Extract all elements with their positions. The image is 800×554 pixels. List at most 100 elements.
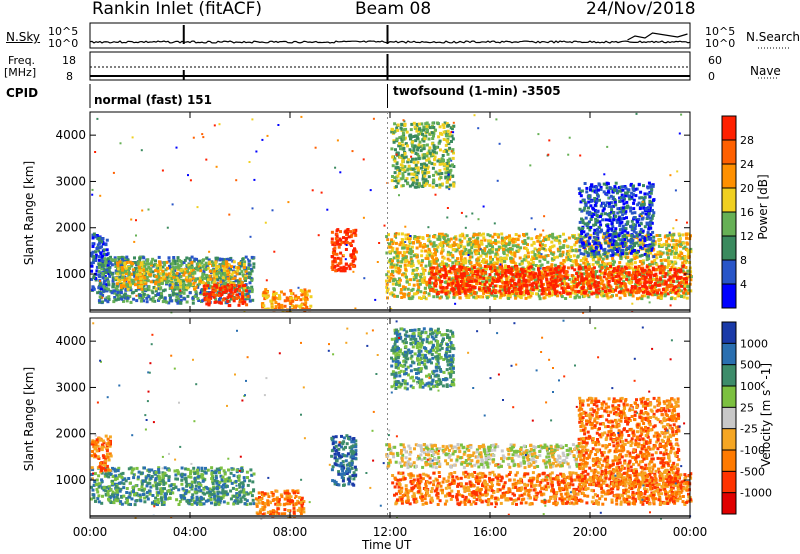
range-cell [626,288,630,292]
range-cell [685,236,688,240]
range-cell [188,257,192,261]
range-cell [668,249,672,253]
range-cell [524,258,528,262]
range-cell [606,262,610,266]
range-cell [229,275,233,279]
range-cell [441,154,445,157]
range-cell [650,289,654,293]
range-cell [516,294,520,298]
range-cell [669,268,673,272]
range-cell [410,245,414,249]
range-cell [212,295,216,299]
range-cell [551,290,555,294]
range-cell [108,274,112,278]
range-cell [120,295,124,299]
range-cell [133,256,136,260]
range-cell [193,279,197,282]
range-cell [461,262,465,266]
range-cell [500,259,503,263]
range-cell [530,258,534,262]
range-cell [545,278,549,281]
range-cell [663,235,667,239]
range-cell [402,128,405,132]
range-cell [592,277,596,281]
range-cell [644,234,648,238]
range-cell [549,285,553,289]
range-cell [530,282,534,286]
range-cell [161,273,165,277]
range-cell [127,278,131,282]
range-cell [533,278,537,282]
range-cell [99,251,103,255]
range-cell [480,288,484,292]
range-cell [133,266,137,270]
range-cell [483,271,487,275]
range-cell [434,128,437,132]
range-cell [619,277,623,281]
range-cell [530,243,534,247]
range-cell [498,296,502,300]
range-cell [532,241,536,244]
range-cell [578,295,581,299]
range-cell [146,271,150,275]
range-cell [390,179,394,183]
range-cell [245,303,249,307]
range-cell [263,297,267,301]
range-cell [446,293,450,297]
range-cell [97,299,101,303]
range-cell [479,233,483,237]
range-cell [438,237,442,241]
range-cell [657,244,661,248]
range-cell [662,265,666,269]
range-cell [643,268,647,272]
range-cell [636,297,639,301]
range-cell [172,276,176,279]
range-cell [454,277,458,281]
range-cell [138,294,142,297]
range-cell [525,286,529,290]
range-cell [591,270,595,274]
range-cell [680,279,684,283]
range-cell [170,286,174,290]
range-cell [512,260,516,264]
range-cell [464,274,468,278]
range-cell [450,287,454,291]
range-cell [594,260,598,264]
range-cell [428,132,432,136]
range-cell [548,234,551,238]
range-cell [684,266,688,269]
range-cell [104,243,108,247]
range-cell [122,281,126,285]
range-cell [556,247,560,251]
range-cell [600,260,604,264]
range-cell [416,279,420,283]
range-cell [561,275,565,279]
range-cell [132,278,136,282]
range-cell [593,272,597,276]
range-cell [523,239,527,242]
range-cell [494,239,497,242]
range-cell [397,269,401,273]
range-cell [571,248,575,252]
range-cell [192,277,195,281]
range-cell [182,273,186,277]
range-cell [450,140,453,143]
range-cell [508,294,512,298]
range-cell [611,276,615,280]
range-cell [601,235,605,239]
range-cell [394,266,398,270]
range-cell [627,273,631,277]
range-cell [178,293,182,296]
range-cell [536,253,540,257]
range-cell [652,286,656,289]
range-cell [432,241,436,245]
range-cell [653,274,657,278]
range-cell [401,257,405,261]
range-cell [605,287,609,290]
range-cell [499,294,503,298]
range-cell [490,281,494,285]
range-cell [227,304,231,308]
range-cell [655,234,659,237]
range-cell [104,271,108,275]
range-cell [141,274,145,278]
